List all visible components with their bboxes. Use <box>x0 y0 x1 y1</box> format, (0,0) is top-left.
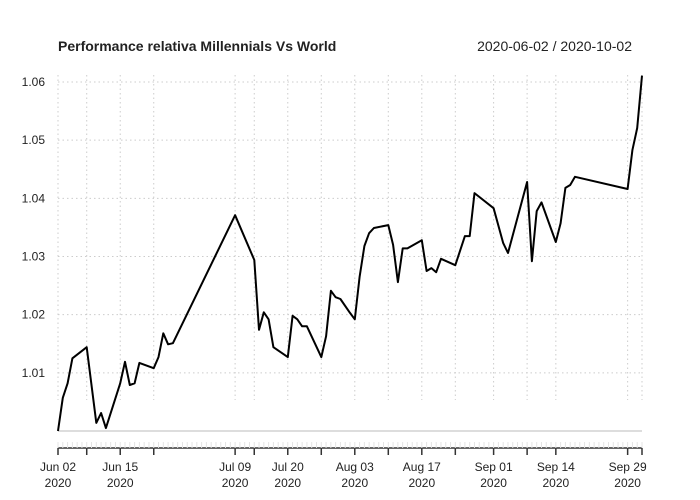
x-tick-year: 2020 <box>45 476 72 490</box>
x-tick-label: Sep 14 <box>537 460 575 474</box>
grid <box>57 75 643 400</box>
y-tick-label: 1.04 <box>22 191 46 205</box>
y-tick-label: 1.01 <box>22 366 46 380</box>
x-tick-label: Aug 17 <box>403 460 441 474</box>
x-axis: Jun 02 2020 Jun 15 2020 Jul 09 2020 Jul 20 2020… <box>40 442 647 490</box>
x-tick-year: 2020 <box>408 476 435 490</box>
chart-title: Performance relativa Millennials Vs Worl… <box>58 38 336 54</box>
date-range: 2020-06-02 / 2020-10-02 <box>477 38 632 54</box>
x-tick-label: Aug 03 <box>336 460 374 474</box>
y-tick-label: 1.02 <box>22 308 46 322</box>
y-tick-label: 1.03 <box>22 250 46 264</box>
x-tick-label: Jul 09 <box>219 460 251 474</box>
x-tick-label: Jun 15 <box>102 460 138 474</box>
x-tick-year: 2020 <box>480 476 507 490</box>
x-tick-label: Jul 20 <box>272 460 304 474</box>
y-tick-label: 1.06 <box>22 75 46 89</box>
x-tick-label: Jun 02 <box>40 460 76 474</box>
x-tick-year: 2020 <box>107 476 134 490</box>
x-tick-year: 2020 <box>222 476 249 490</box>
y-axis: 1.01 1.02 1.03 1.04 1.05 1.06 <box>22 75 46 380</box>
x-tick-year: 2020 <box>341 476 368 490</box>
series-line <box>57 75 643 432</box>
x-tick-year: 2020 <box>542 476 569 490</box>
x-tick-year: 2020 <box>614 476 641 490</box>
series-group <box>57 75 643 432</box>
x-tick-label: Sep 01 <box>475 460 513 474</box>
y-tick-label: 1.05 <box>22 133 46 147</box>
x-tick-year: 2020 <box>274 476 301 490</box>
x-tick-label: Sep 29 <box>609 460 647 474</box>
